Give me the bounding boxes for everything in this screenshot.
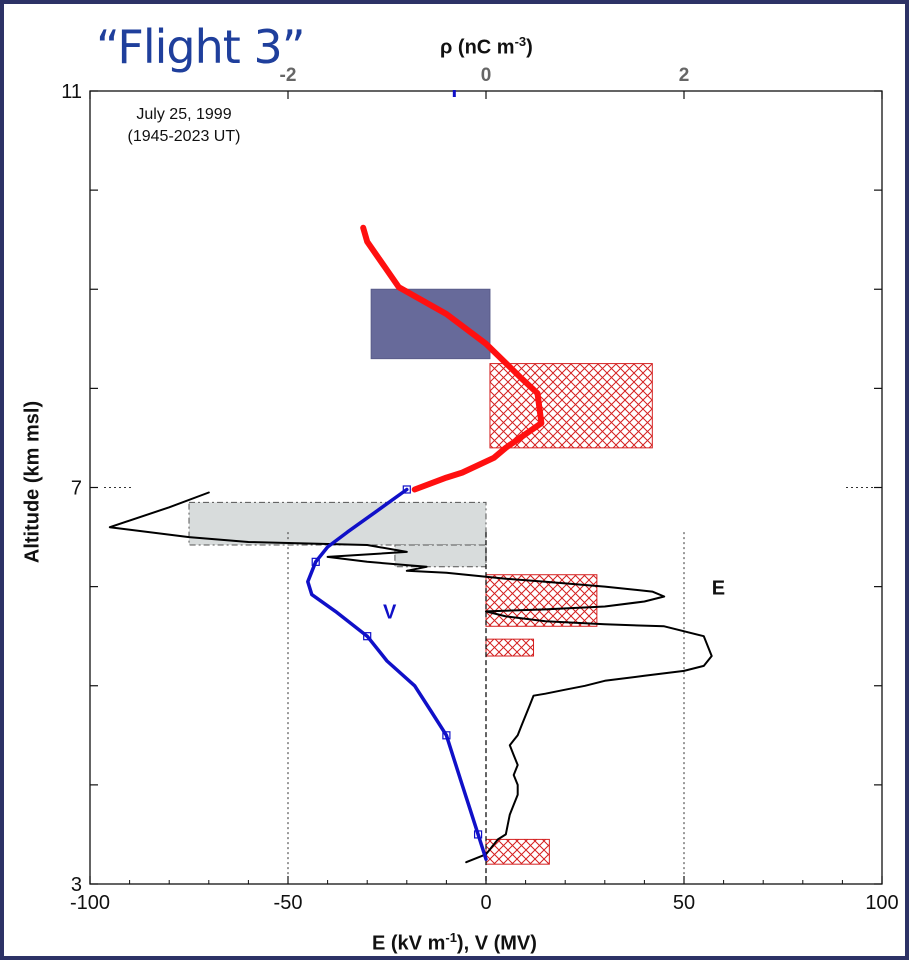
v-marker <box>402 485 411 494</box>
slide-panel: -100 -50 0 50 100 3 7 11 -2 0 2 E V “Flight 3” Jul… <box>4 4 905 956</box>
v-marker <box>311 557 320 566</box>
top-axis-label: ρ (nC m-3) <box>440 34 533 60</box>
y-tick-label: 3 <box>71 874 82 896</box>
y-tick-label: 11 <box>61 81 82 103</box>
charge-regions <box>188 288 653 865</box>
data-series <box>108 224 713 864</box>
x-axis-label-tail: ), V (MV) <box>456 932 537 955</box>
altitude-profile-chart: -100 -50 0 50 100 3 7 11 -2 0 2 E V <box>61 65 898 914</box>
x-tick-label: -50 <box>274 892 303 914</box>
x-tick-label: 50 <box>673 892 695 914</box>
flight-time-range: (1945-2023 UT) <box>127 128 241 145</box>
v-marker <box>442 731 451 740</box>
y-axis-label: Altitude (km msl) <box>21 400 44 564</box>
charge-region-positive-1 <box>489 363 653 449</box>
charge-region-negative-0 <box>370 288 491 360</box>
charge-region-positive-4 <box>485 574 598 627</box>
flight-date: July 25, 1999 <box>136 106 232 123</box>
top-axis-label-text: ρ (nC m <box>440 36 515 59</box>
charge-region-positive-6 <box>485 838 550 865</box>
axis-ticks: -100 -50 0 50 100 3 7 11 -2 0 2 <box>61 65 898 914</box>
top-tick-label: 2 <box>679 65 690 86</box>
reference-lines <box>104 487 876 884</box>
x-tick-label: -100 <box>70 892 110 914</box>
top-axis-label-tail: ) <box>526 36 533 59</box>
flight-date-note: July 25, 1999 (1945-2023 UT) <box>104 104 264 148</box>
charge-region-negative-dashed-3 <box>394 544 487 568</box>
top-tick-label: 0 <box>481 65 492 86</box>
y-tick-label: 7 <box>71 478 82 500</box>
v-marker <box>473 830 483 839</box>
x-axis-label: E (kV m-1), V (MV) <box>372 930 537 956</box>
series-v-line <box>306 487 488 861</box>
x-axis-label-text: E (kV m <box>372 932 446 955</box>
x-axis-label-exponent: -1 <box>445 930 457 945</box>
charge-region-positive-5 <box>485 638 535 657</box>
v-marker <box>363 632 372 641</box>
v-curve-label: V <box>383 601 397 623</box>
series-v-upper-line <box>360 224 545 493</box>
e-curve-label: E <box>712 578 725 600</box>
series-e-line <box>108 491 713 864</box>
top-axis-label-exponent: -3 <box>514 34 527 49</box>
x-tick-label: 100 <box>865 892 898 914</box>
x-tick-label: 0 <box>480 892 491 914</box>
top-tick-label: -2 <box>280 65 297 86</box>
slide-title: “Flight 3” <box>96 20 306 74</box>
